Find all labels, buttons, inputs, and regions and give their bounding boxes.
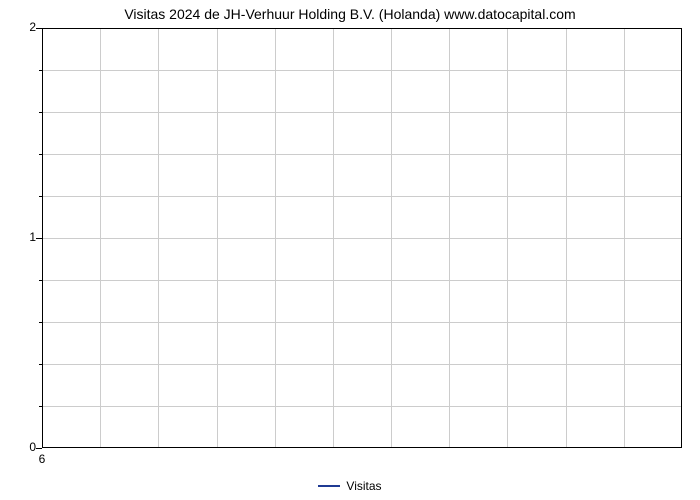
- grid-horizontal: [42, 280, 682, 281]
- chart-container: Visitas 2024 de JH-Verhuur Holding B.V. …: [0, 0, 700, 500]
- y-tick-label: 0: [12, 440, 36, 454]
- y-minor-tick-mark: [39, 322, 42, 323]
- chart-title: Visitas 2024 de JH-Verhuur Holding B.V. …: [0, 6, 700, 22]
- plot-border: [681, 28, 682, 448]
- y-minor-tick-mark: [39, 112, 42, 113]
- y-minor-tick-mark: [39, 280, 42, 281]
- grid-horizontal: [42, 70, 682, 71]
- y-minor-tick-mark: [39, 406, 42, 407]
- grid-horizontal: [42, 196, 682, 197]
- grid-horizontal: [42, 406, 682, 407]
- y-tick-mark: [36, 448, 42, 449]
- legend-label: Visitas: [346, 479, 381, 493]
- y-tick-label: 2: [12, 20, 36, 34]
- y-minor-tick-mark: [39, 154, 42, 155]
- x-tick-label: 6: [39, 452, 46, 466]
- y-tick-mark: [36, 238, 42, 239]
- grid-horizontal: [42, 322, 682, 323]
- y-tick-mark: [36, 28, 42, 29]
- grid-horizontal: [42, 112, 682, 113]
- grid-horizontal: [42, 238, 682, 239]
- y-minor-tick-mark: [39, 196, 42, 197]
- y-minor-tick-mark: [39, 70, 42, 71]
- legend: Visitas: [0, 478, 700, 493]
- grid-horizontal: [42, 364, 682, 365]
- legend-line-icon: [318, 485, 340, 487]
- plot-area: [42, 28, 682, 448]
- grid-horizontal: [42, 154, 682, 155]
- plot-border: [42, 28, 43, 448]
- plot-border: [42, 28, 682, 29]
- plot-border: [42, 447, 682, 448]
- y-tick-label: 1: [12, 230, 36, 244]
- y-minor-tick-mark: [39, 364, 42, 365]
